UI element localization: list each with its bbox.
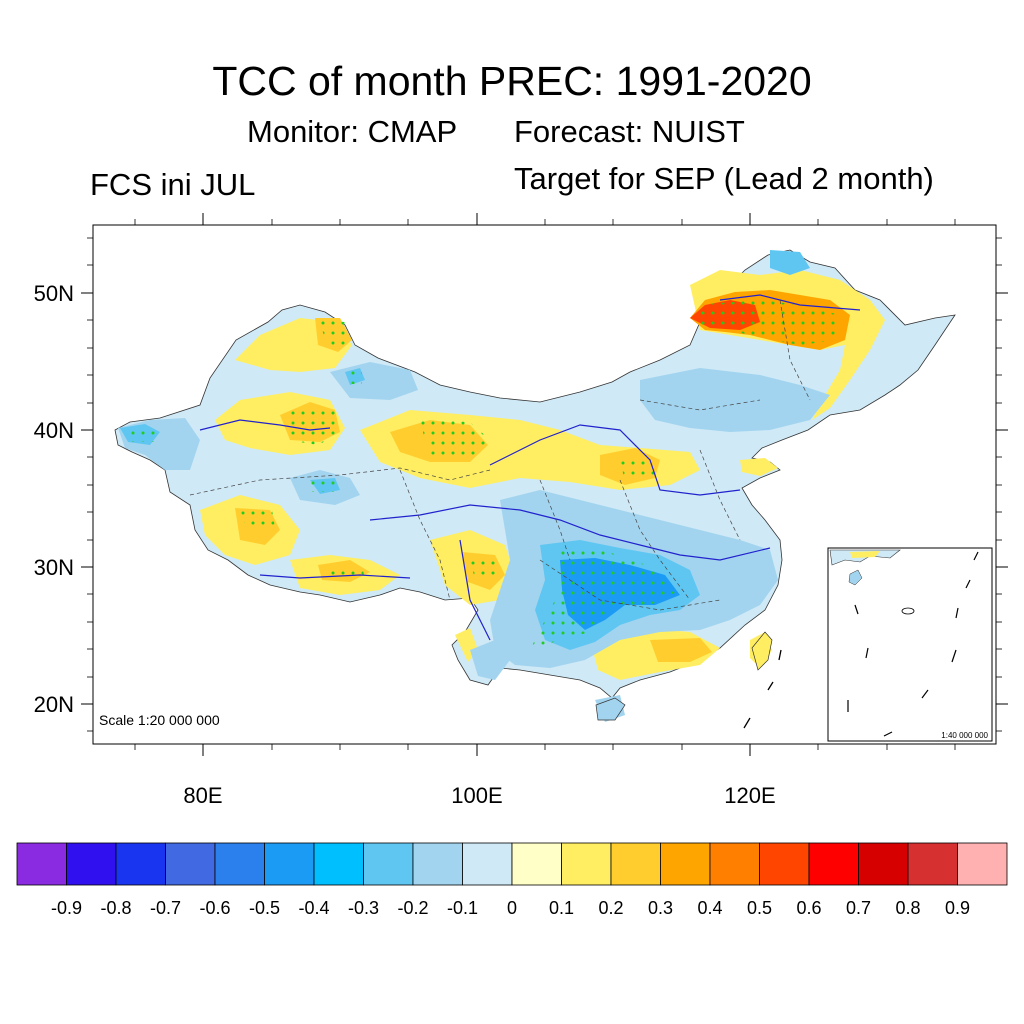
colorbar-tick-label: -0.3 xyxy=(348,898,379,918)
lat-label-40n: 40N xyxy=(34,418,74,443)
colorbar-swatch xyxy=(610,842,661,886)
axis-minor-ticks xyxy=(87,219,1002,750)
colorbar-tick-label: -0.2 xyxy=(397,898,428,918)
colorbar-swatch xyxy=(412,842,463,886)
colorbar-tick-label: 0.9 xyxy=(945,898,970,918)
hainan-island xyxy=(595,697,626,721)
monitor-label: Monitor: CMAP xyxy=(247,114,458,149)
colorbar-tick-label: -0.4 xyxy=(298,898,329,918)
lon-label-100e: 100E xyxy=(451,783,502,808)
inset-scale-text: 1:40 000 000 xyxy=(941,731,988,740)
colorbar-tick-label: 0.8 xyxy=(895,898,920,918)
map-scale-text: Scale 1:20 000 000 xyxy=(99,712,220,728)
colorbar-tick-label: -0.5 xyxy=(249,898,280,918)
colorbar-tick-label: 0.2 xyxy=(598,898,623,918)
taiwan-island xyxy=(751,631,773,671)
colorbar-tick-label: 0.1 xyxy=(549,898,574,918)
river-lines xyxy=(199,294,861,641)
colorbar-swatch xyxy=(214,842,265,886)
colorbar-swatch xyxy=(115,842,166,886)
colorbar-tick-label: -0.7 xyxy=(150,898,181,918)
target-label: Target for SEP (Lead 2 month) xyxy=(514,161,934,196)
sea-boundary-marks xyxy=(743,649,782,729)
init-label: FCS ini JUL xyxy=(90,167,256,202)
colorbar-swatch xyxy=(660,842,711,886)
colorbar-swatch xyxy=(907,842,958,886)
colorbar-tick-label: 0 xyxy=(507,898,517,918)
colorbar-swatch xyxy=(858,842,909,886)
colorbar-tick-label: 0.6 xyxy=(796,898,821,918)
colorbar-tick-label: -0.8 xyxy=(100,898,131,918)
lon-label-120e: 120E xyxy=(724,783,775,808)
lat-label-50n: 50N xyxy=(34,281,74,306)
lat-label-30n: 30N xyxy=(34,555,74,580)
lat-label-20n: 20N xyxy=(34,692,74,717)
province-borders xyxy=(189,299,811,611)
colorbar-swatch xyxy=(462,842,513,886)
figure-title: TCC of month PREC: 1991-2020 xyxy=(212,58,812,104)
colorbar-swatch xyxy=(709,842,760,886)
colorbar-swatch xyxy=(165,842,216,886)
forecast-label: Forecast: NUIST xyxy=(514,114,745,149)
colorbar-swatch xyxy=(957,842,1008,886)
inset-map: 1:40 000 000 xyxy=(827,547,993,742)
axis-ticks xyxy=(81,213,1008,756)
colorbar: -0.9 -0.8 -0.7 -0.6 -0.5 -0.4 -0.3 -0.2 -0.1 0 0.1… xyxy=(16,842,1008,918)
colorbar-tick-label: 0.5 xyxy=(747,898,772,918)
colorbar-swatch xyxy=(561,842,612,886)
colorbar-swatch xyxy=(264,842,315,886)
lon-label-80e: 80E xyxy=(183,783,222,808)
colorbar-tick-label: -0.6 xyxy=(199,898,230,918)
map-panel: 50N 40N 30N 20N 80E 100E 120E Scale 1:20… xyxy=(34,213,1008,808)
colorbar-tick-label: 0.7 xyxy=(846,898,871,918)
colorbar-swatch xyxy=(759,842,810,886)
colorbar-tick-label: -0.9 xyxy=(51,898,82,918)
colorbar-swatch xyxy=(808,842,859,886)
colorbar-swatch xyxy=(66,842,117,886)
colorbar-swatch xyxy=(16,842,67,886)
colorbar-swatch xyxy=(313,842,364,886)
colorbar-swatch xyxy=(511,842,562,886)
colorbar-tick-label: 0.4 xyxy=(697,898,722,918)
colorbar-tick-label: -0.1 xyxy=(447,898,478,918)
colorbar-swatch xyxy=(363,842,414,886)
colorbar-tick-label: 0.3 xyxy=(648,898,673,918)
significance-stippling xyxy=(125,300,840,650)
